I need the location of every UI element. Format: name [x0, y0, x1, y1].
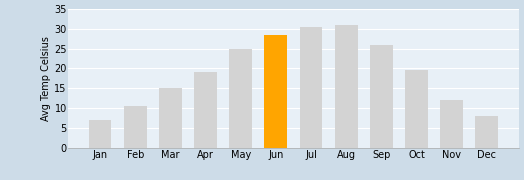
Bar — [335, 25, 357, 148]
Bar — [300, 27, 322, 148]
Bar — [194, 72, 217, 148]
Bar — [440, 100, 463, 148]
Bar — [89, 120, 112, 148]
Bar — [124, 106, 147, 148]
Y-axis label: Avg Temp Celsius: Avg Temp Celsius — [41, 36, 51, 121]
Bar — [230, 49, 252, 148]
Bar — [370, 45, 393, 148]
Bar — [475, 116, 498, 148]
Bar — [159, 88, 182, 148]
Bar — [265, 35, 287, 148]
Bar — [405, 70, 428, 148]
